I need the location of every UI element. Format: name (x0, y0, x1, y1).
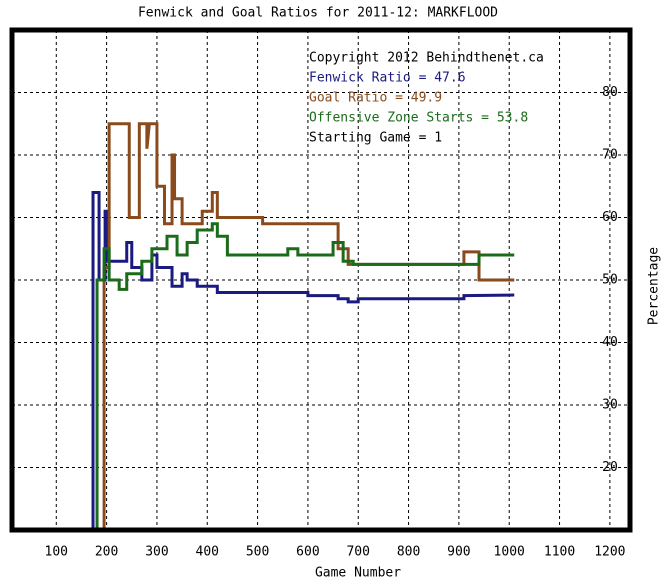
x-tick-label: 600 (296, 545, 319, 560)
y-axis-label: Percentage (647, 247, 662, 325)
x-tick-label: 1100 (544, 545, 575, 560)
x-tick-label: 1200 (594, 545, 625, 560)
y-tick-label: 40 (602, 335, 618, 350)
chart-title: Fenwick and Goal Ratios for 2011-12: MAR… (138, 6, 498, 21)
x-tick-label: 800 (397, 545, 420, 560)
legend-entry: Copyright 2012 Behindthenet.ca (309, 51, 544, 66)
legend-entry: Starting Game = 1 (309, 131, 442, 146)
x-tick-label: 300 (145, 545, 168, 560)
x-tick-label: 400 (196, 545, 219, 560)
series-line (102, 122, 515, 530)
x-axis-label: Game Number (315, 566, 401, 580)
y-tick-label: 50 (602, 273, 618, 288)
y-tick-label: 60 (602, 210, 618, 225)
x-tick-label: 1000 (494, 545, 525, 560)
plot-lines (91, 122, 515, 530)
legend-entry: Fenwick Ratio = 47.6 (309, 71, 466, 86)
x-tick-label: 900 (447, 545, 470, 560)
series-line (91, 191, 515, 530)
series-line (95, 222, 515, 530)
legend-entry: Offensive Zone Starts = 53.8 (309, 111, 528, 126)
x-tick-label: 700 (346, 545, 369, 560)
y-tick-label: 20 (602, 460, 618, 475)
legend-entry: Goal Ratio = 49.9 (309, 91, 442, 106)
plot-border (9, 27, 633, 533)
x-tick-label: 500 (246, 545, 269, 560)
x-tick-label: 100 (45, 545, 68, 560)
x-tick-label: 200 (95, 545, 118, 560)
y-tick-label: 30 (602, 398, 618, 413)
y-tick-label: 70 (602, 148, 618, 163)
y-tick-label: 80 (602, 85, 618, 100)
